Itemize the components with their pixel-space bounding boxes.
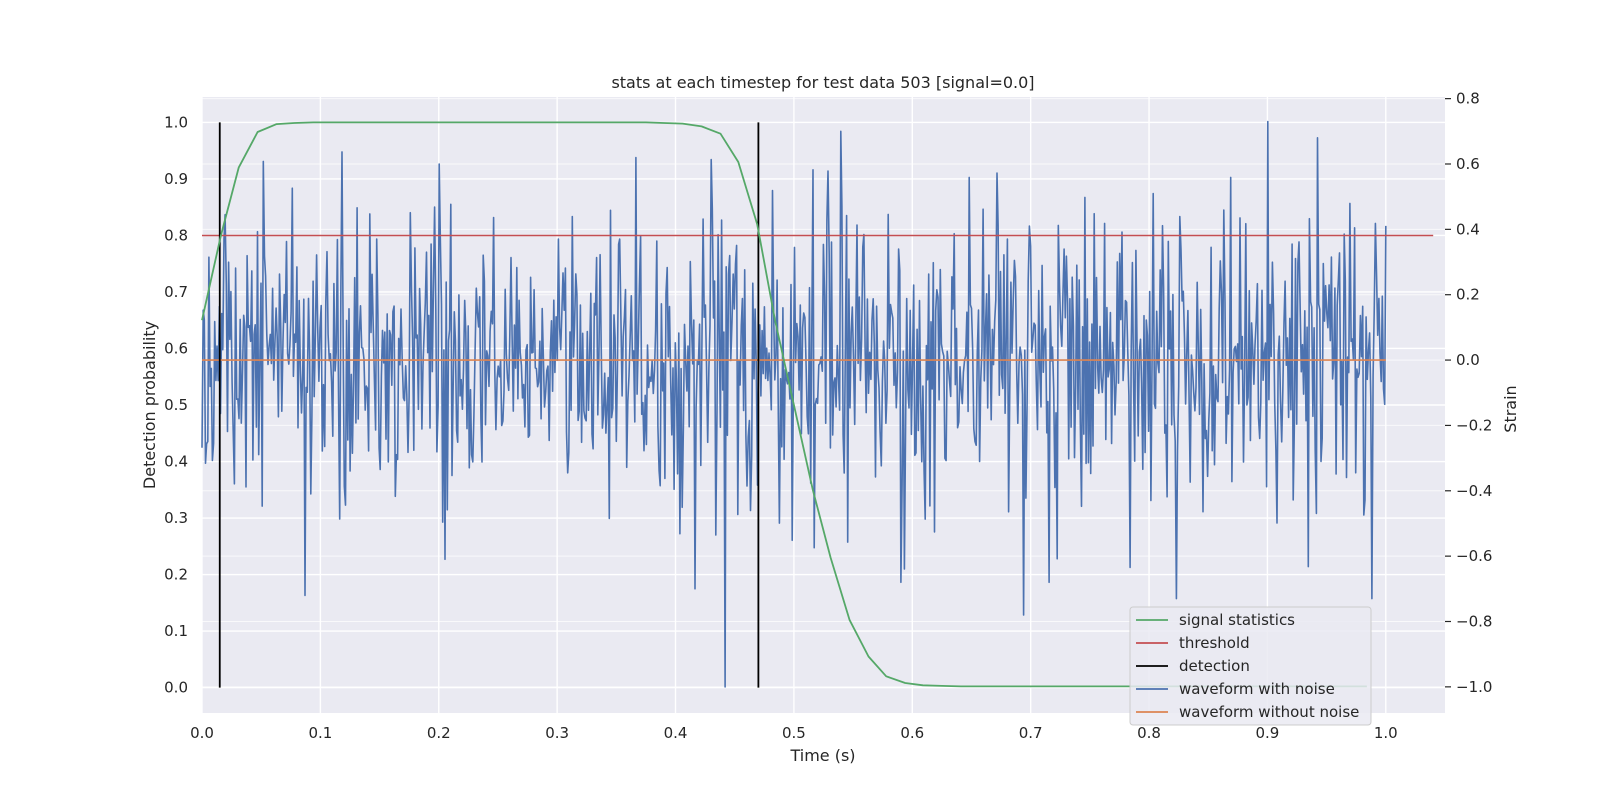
y2-tick-label: 0.4 — [1456, 220, 1480, 238]
legend-frame — [1129, 606, 1372, 726]
y-tick-label: 0.5 — [164, 396, 188, 414]
x-tick-label: 0.0 — [190, 724, 214, 742]
x-tick-label: 0.6 — [900, 724, 924, 742]
waveform-with-noise-line — [201, 120, 1387, 688]
legend-label-signal-statistics: signal statistics — [1179, 611, 1295, 629]
y-axis-ticks: 0.0 0.1 0.2 0.3 0.4 0.5 0.6 0.7 0.8 0.9 1.0 — [164, 113, 188, 696]
x-tick-label: 0.8 — [1137, 724, 1161, 742]
x-tick-label: 0.9 — [1255, 724, 1279, 742]
x-tick-label: 0.5 — [782, 724, 806, 742]
y2-tick-label: −0.2 — [1456, 416, 1492, 434]
x-axis-ticks: 0.0 0.1 0.2 0.3 0.4 0.5 0.6 0.7 0.8 0.9 1.0 — [190, 724, 1398, 742]
x-tick-label: 1.0 — [1374, 724, 1398, 742]
y2-axis-label: Strain — [1501, 385, 1520, 432]
y2-axis-ticks: −1.0 −0.8 −0.6 −0.4 −0.2 0.0 0.2 0.4 0.6 0.8 — [1445, 90, 1492, 696]
y2-tick-label: 0.0 — [1456, 351, 1480, 369]
legend-label-waveform-without-noise: waveform without noise — [1179, 703, 1359, 721]
y2-tick-label: 0.2 — [1456, 286, 1480, 304]
y2-tick-label: −0.6 — [1456, 547, 1492, 565]
y-tick-label: 0.6 — [164, 339, 188, 357]
y2-tick-label: 0.6 — [1456, 155, 1480, 173]
y2-tick-label: −1.0 — [1456, 678, 1492, 696]
x-axis-label: Time (s) — [789, 746, 855, 765]
x-tick-label: 0.4 — [664, 724, 688, 742]
x-tick-label: 0.3 — [545, 724, 569, 742]
y-tick-label: 1.0 — [164, 113, 188, 131]
legend-label-waveform-with-noise: waveform with noise — [1179, 680, 1335, 698]
x-tick-label: 0.7 — [1019, 724, 1043, 742]
chart-title: stats at each timestep for test data 503… — [611, 73, 1034, 92]
y-tick-label: 0.7 — [164, 283, 188, 301]
y-tick-label: 0.1 — [164, 622, 188, 640]
y-tick-label: 0.9 — [164, 170, 188, 188]
x-tick-label: 0.1 — [308, 724, 332, 742]
y2-tick-label: −0.8 — [1456, 612, 1492, 630]
x-tick-label: 0.2 — [427, 724, 451, 742]
y-tick-label: 0.8 — [164, 226, 188, 244]
y2-tick-label: 0.8 — [1456, 90, 1480, 108]
legend-label-threshold: threshold — [1179, 634, 1250, 652]
y-tick-label: 0.0 — [164, 679, 188, 697]
signal-statistics-line — [201, 121, 1367, 688]
y-axis-label: Detection probability — [140, 321, 159, 489]
legend: signal statistics threshold detection wa… — [1129, 606, 1372, 726]
series-layer — [201, 120, 1434, 688]
y2-tick-label: −0.4 — [1456, 482, 1492, 500]
y-tick-label: 0.3 — [164, 509, 188, 527]
y-tick-label: 0.4 — [164, 453, 188, 471]
legend-label-detection: detection — [1179, 657, 1250, 675]
y-tick-label: 0.2 — [164, 566, 188, 584]
